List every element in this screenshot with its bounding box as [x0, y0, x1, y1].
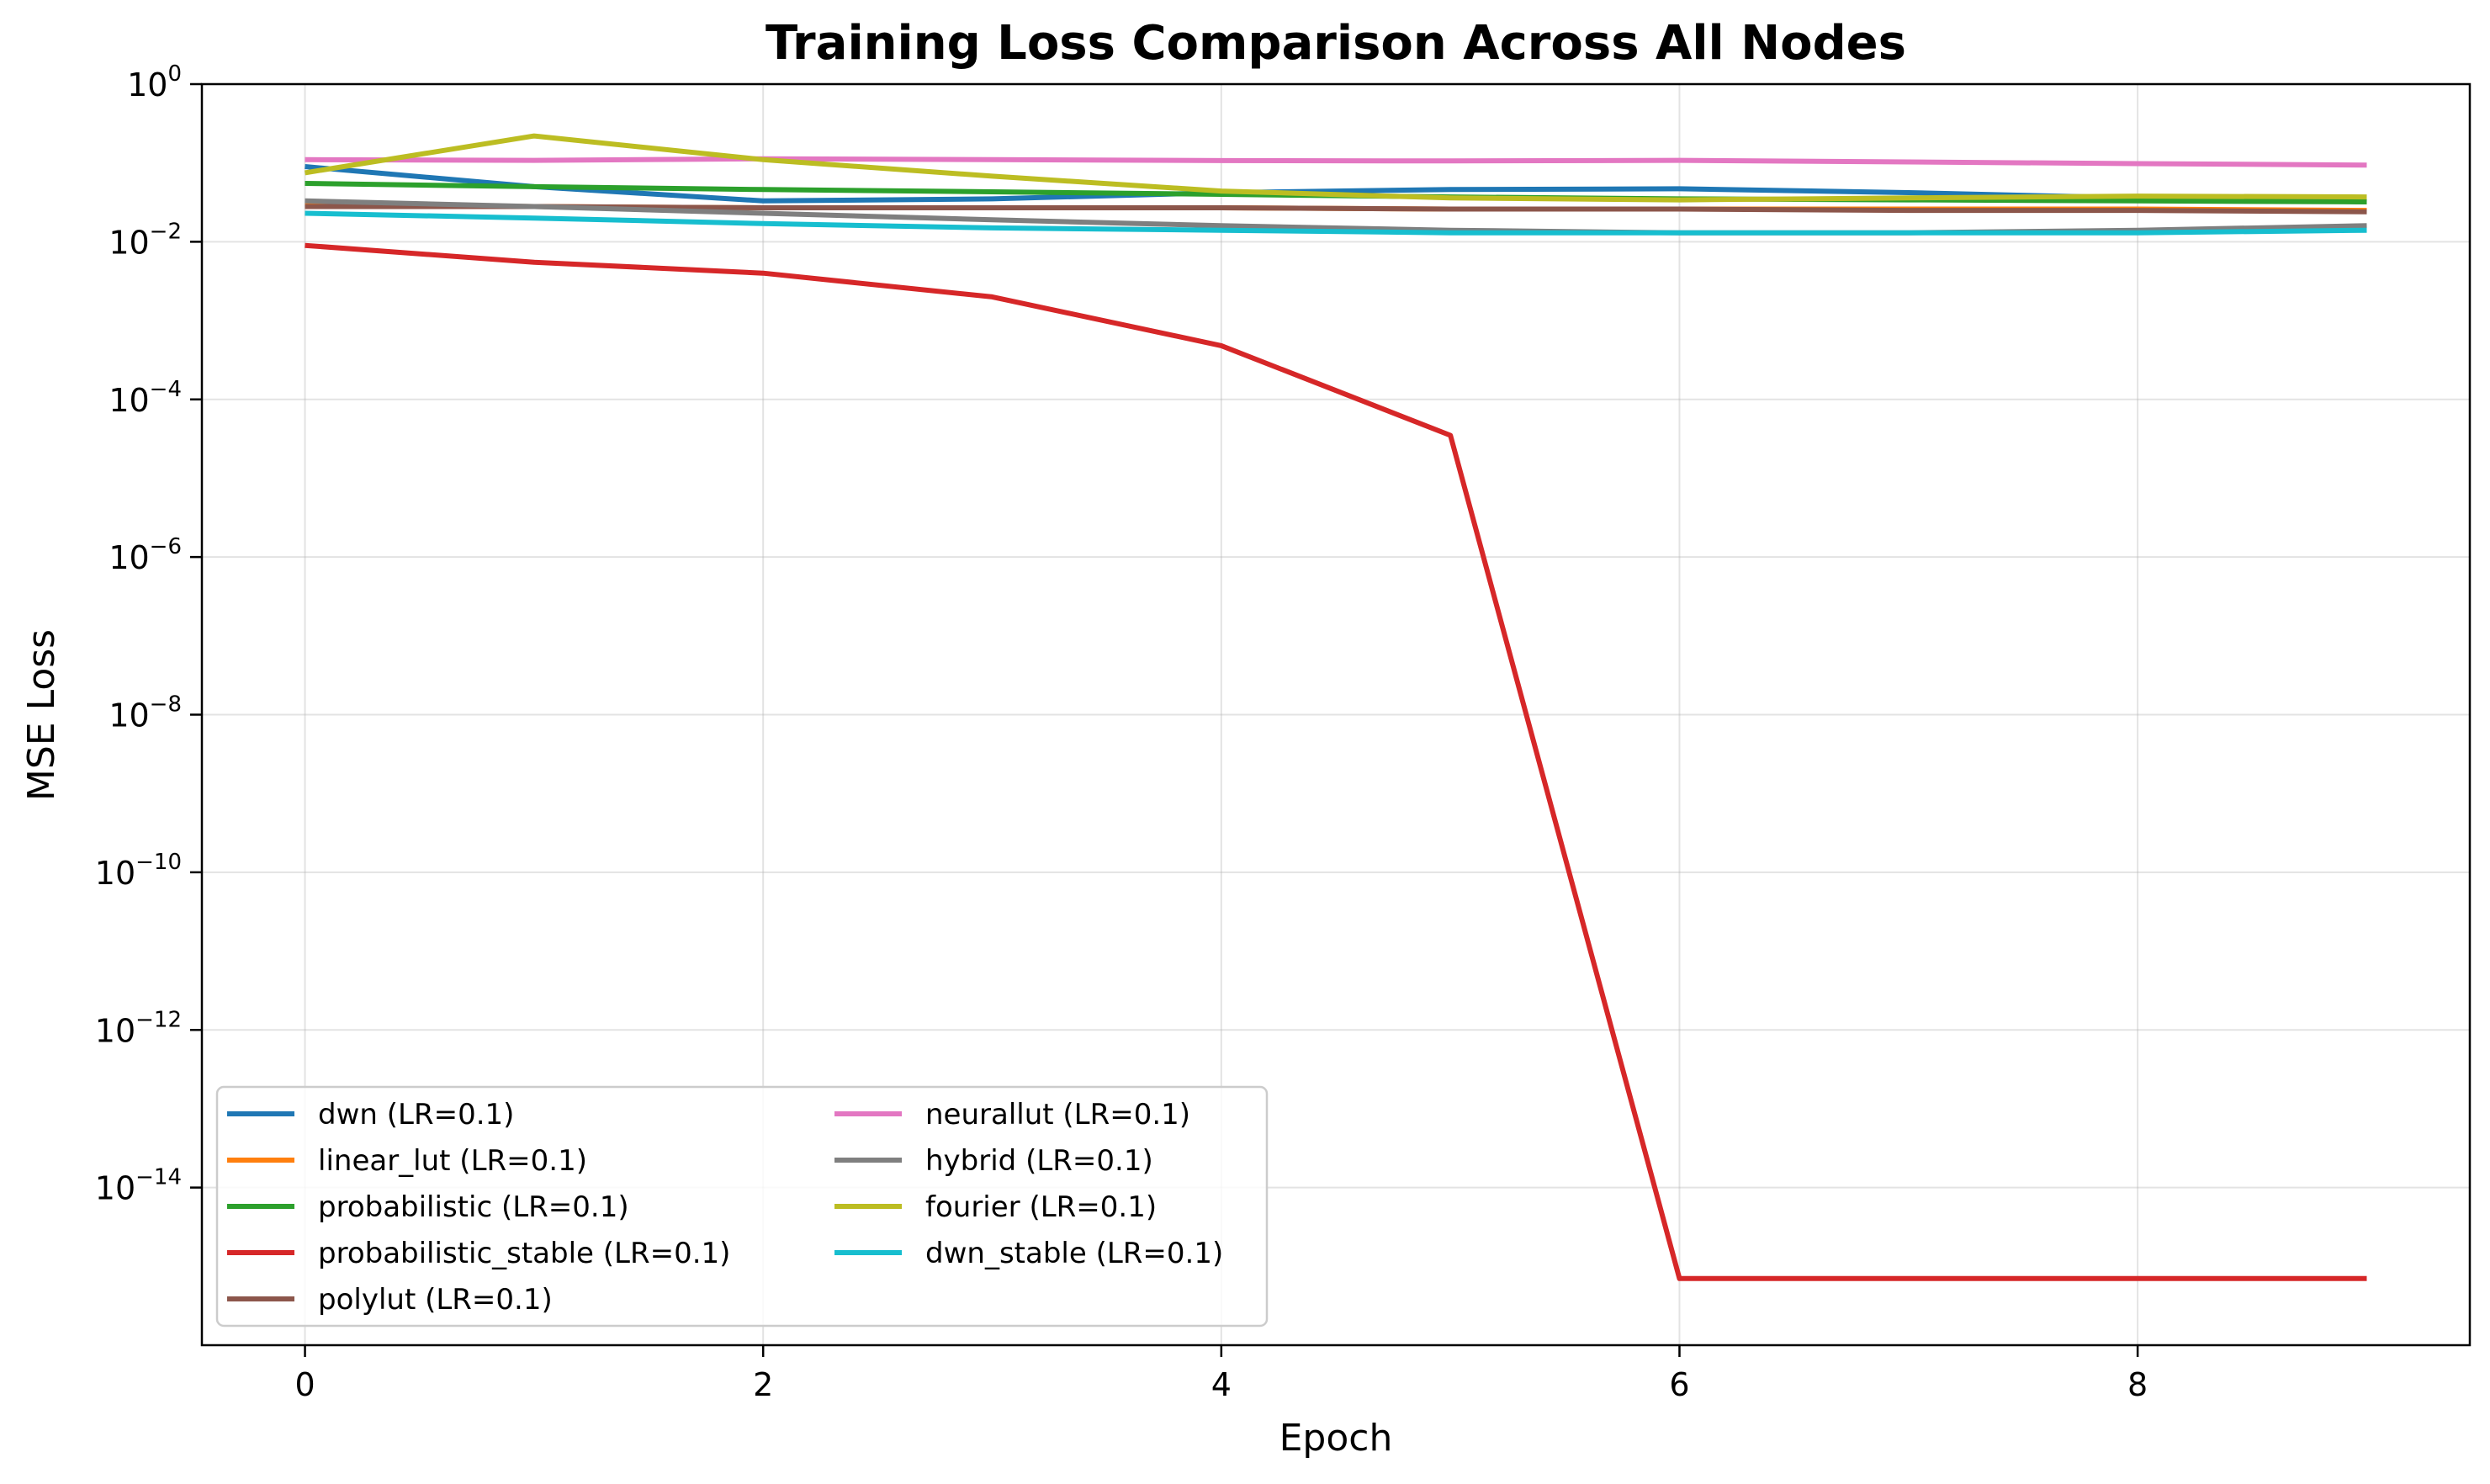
y-tick-label: 10−4 — [109, 377, 182, 419]
legend-box — [215, 1085, 1269, 1328]
legend-label-dwn: dwn (LR=0.1) — [318, 1098, 514, 1132]
legend-label-hybrid: hybrid (LR=0.1) — [925, 1144, 1153, 1178]
legend-label-probabilistic: probabilistic (LR=0.1) — [318, 1190, 629, 1224]
x-axis-label: Epoch — [1279, 1417, 1393, 1460]
x-tick-label: 8 — [2127, 1366, 2148, 1403]
legend-label-polylut: polylut (LR=0.1) — [318, 1283, 553, 1317]
gridlines — [202, 83, 2470, 1345]
y-tick-label: 10−12 — [95, 1007, 182, 1049]
x-tick-label: 6 — [1669, 1366, 1689, 1403]
legend-label-linear-lut: linear_lut (LR=0.1) — [318, 1144, 587, 1178]
series-lines — [305, 133, 2367, 1281]
series-line-dwn-stable — [305, 210, 2367, 236]
series-line-probabilistic-stable — [305, 242, 2367, 1281]
x-tick-label: 2 — [753, 1366, 773, 1403]
y-tick-label: 10−14 — [95, 1165, 182, 1207]
x-tick-label: 0 — [294, 1366, 315, 1403]
y-axis-label: MSE Loss — [20, 629, 63, 801]
legend-label-fourier: fourier (LR=0.1) — [925, 1190, 1157, 1224]
legend-label-probabilistic-stable: probabilistic_stable (LR=0.1) — [318, 1237, 730, 1270]
y-tick-label: 10−8 — [109, 692, 182, 734]
y-tick-label: 10−10 — [95, 850, 182, 892]
chart-title: Training Loss Comparison Across All Node… — [766, 16, 1906, 71]
y-tick-label: 10−6 — [109, 534, 182, 576]
x-tick-label: 4 — [1211, 1366, 1232, 1403]
y-tick-label: 100 — [127, 61, 182, 103]
axis-ticks: 0 2 4 6 8 100 10−2 10−4 10−6 10−8 10−10 10−12 10−14 — [95, 61, 2148, 1403]
series-line-polylut — [305, 204, 2367, 215]
legend-label-dwn-stable: dwn_stable (LR=0.1) — [925, 1237, 1223, 1270]
series-line-neurallut — [305, 156, 2367, 168]
y-tick-label: 10−2 — [109, 219, 182, 261]
legend: dwn (LR=0.1) linear_lut (LR=0.1) probabili… — [215, 1085, 1269, 1328]
legend-label-neurallut: neurallut (LR=0.1) — [925, 1098, 1190, 1132]
series-line-fourier — [305, 133, 2367, 203]
